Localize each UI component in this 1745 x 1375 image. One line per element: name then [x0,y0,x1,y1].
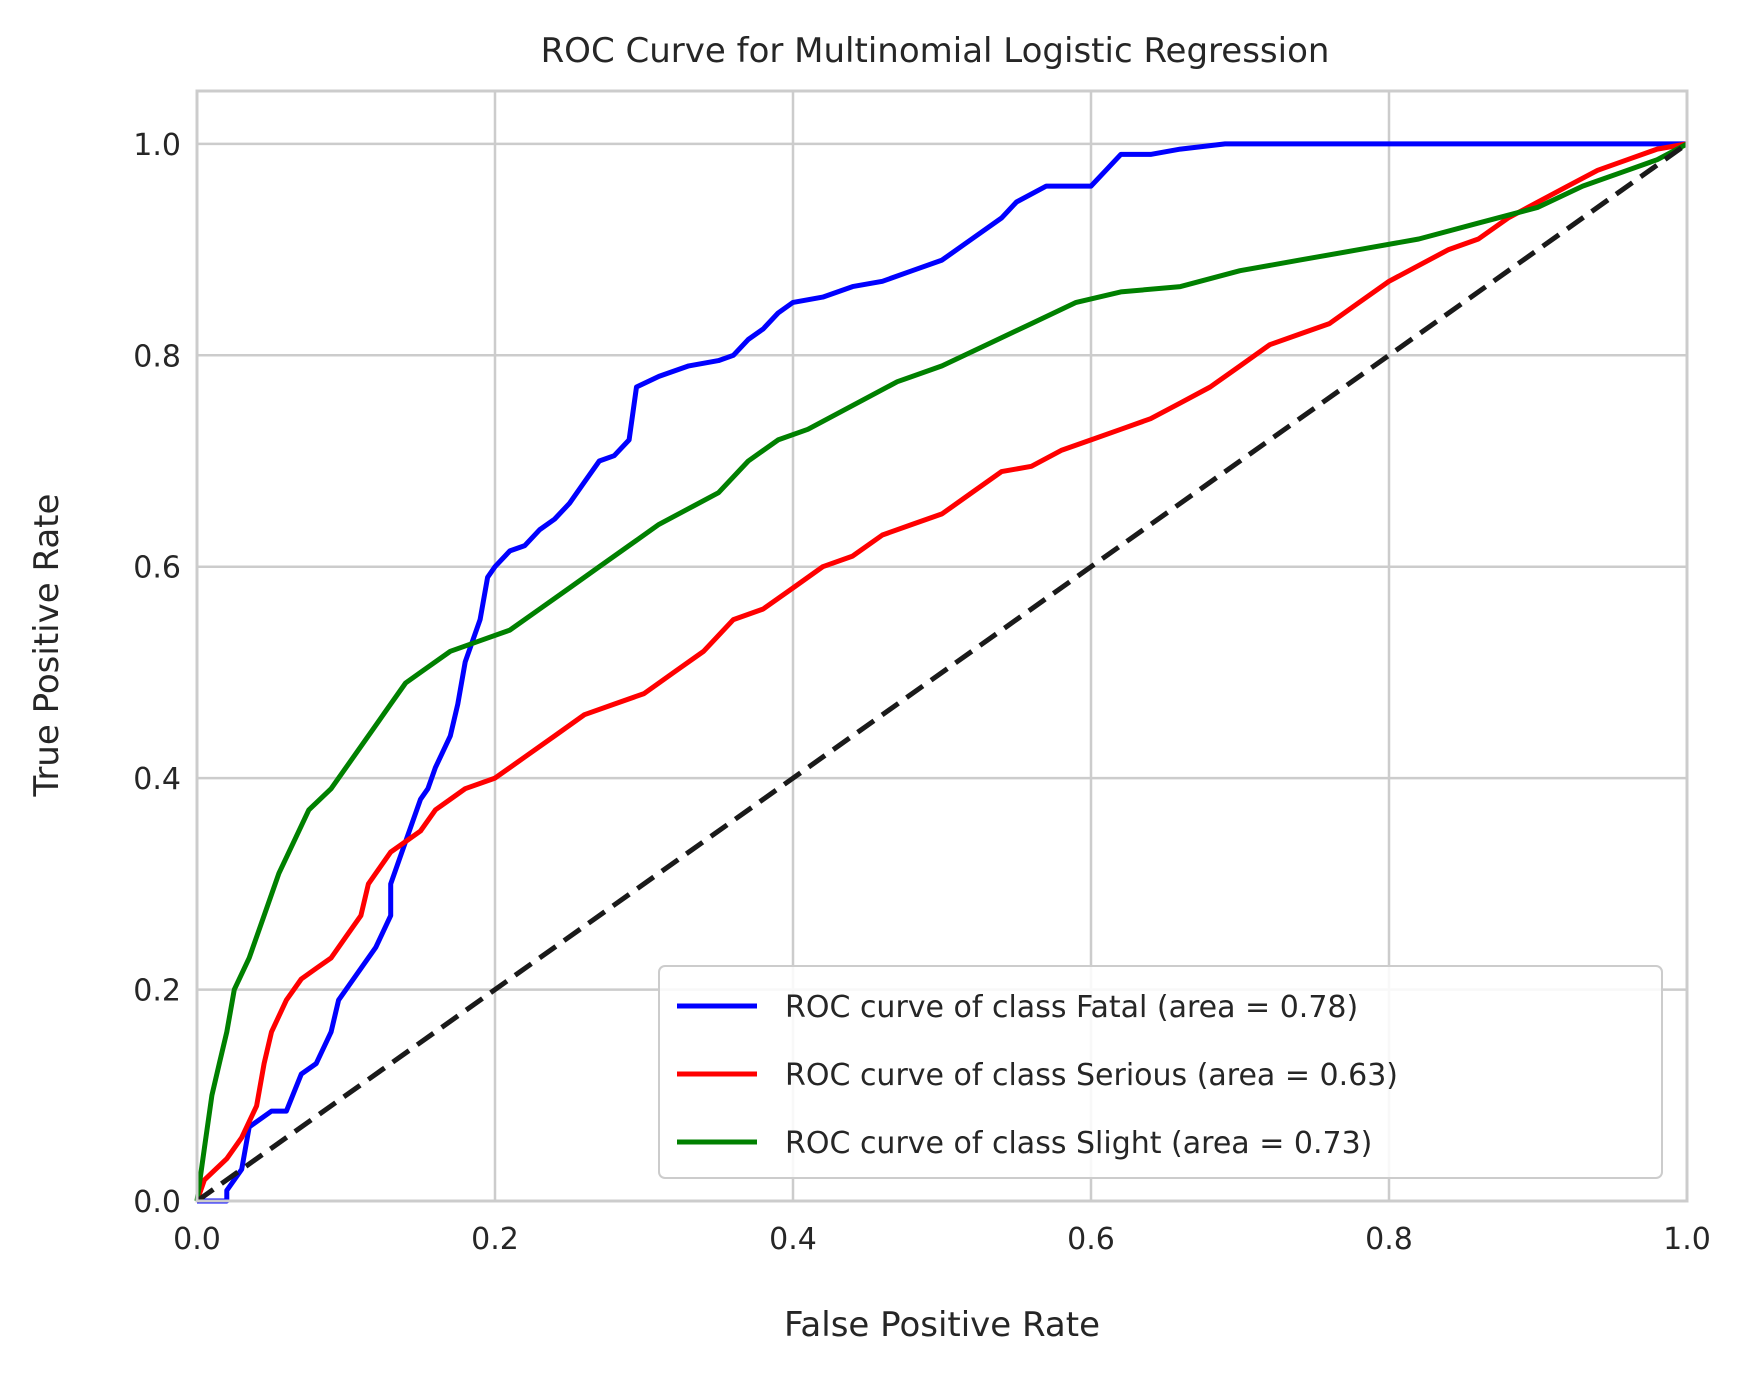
x-tick-label: 0.6 [1067,1222,1115,1257]
x-tick-label: 0.0 [173,1222,221,1257]
y-tick-label: 0.0 [133,1185,181,1220]
x-tick-label: 1.0 [1663,1222,1711,1257]
legend-entries: ROC curve of class Fatal (area = 0.78) RO… [677,990,1398,1161]
chart-title: ROC Curve for Multinomial Logistic Regre… [541,31,1330,71]
y-tick-label: 0.4 [133,762,181,797]
x-tick-label: 0.8 [1365,1222,1413,1257]
plot-frame [195,89,1689,1203]
chance-diagonal-line [195,141,1689,1204]
y-tick-label: 0.2 [133,974,181,1009]
y-tick-labels: 0.0 0.2 0.4 0.6 0.8 1.0 [133,128,181,1220]
series-lines [194,141,1689,1204]
y-axis-label: True Positive Rate [27,494,67,798]
y-tick-label: 0.8 [133,339,181,374]
x-axis-label: False Positive Rate [784,1305,1100,1345]
roc-series-line-0 [197,141,1687,1204]
legend-label: ROC curve of class Slight (area = 0.73) [785,1126,1372,1161]
roc-series-line-1 [194,141,1688,1202]
legend-label: ROC curve of class Serious (area = 0.63) [785,1058,1398,1093]
legend: ROC curve of class Fatal (area = 0.78) RO… [658,965,1663,1179]
legend-box [658,965,1663,1179]
x-tick-label: 0.4 [769,1222,817,1257]
y-tick-label: 1.0 [133,128,181,163]
legend-label: ROC curve of class Fatal (area = 0.78) [785,990,1358,1025]
roc-series-line-2 [194,141,1689,1202]
x-tick-labels: 0.0 0.2 0.4 0.6 0.8 1.0 [173,1222,1711,1257]
x-tick-label: 0.2 [471,1222,519,1257]
y-tick-label: 0.6 [133,551,181,586]
